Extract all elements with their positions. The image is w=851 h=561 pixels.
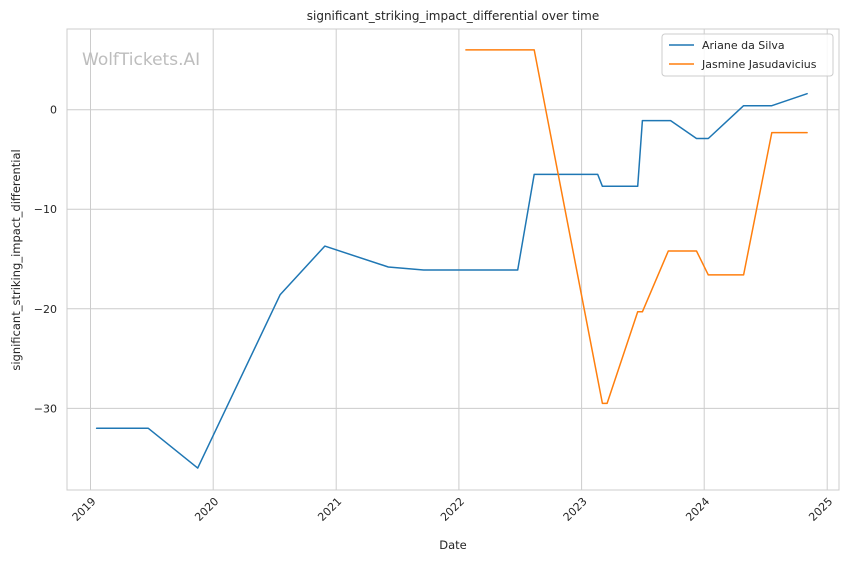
y-tick-label: 0 <box>50 104 57 117</box>
x-axis-label: Date <box>439 538 467 552</box>
chart-title: significant_striking_impact_differential… <box>307 9 599 23</box>
plot-frame <box>66 28 840 491</box>
legend-box <box>661 33 834 77</box>
y-tick-label: −20 <box>34 303 57 316</box>
y-axis-ticks: 0 −10 −20 −30 <box>34 104 57 416</box>
series-layer <box>95 49 808 469</box>
series-line-1 <box>465 49 808 405</box>
watermark: WolfTickets.AI <box>82 50 200 70</box>
y-tick-label: −30 <box>34 402 57 415</box>
y-tick-label: −10 <box>34 203 57 216</box>
legend: Ariane da Silva Jasmine Jasudavicius <box>661 33 834 77</box>
legend-label-series-1: Jasmine Jasudavicius <box>701 58 817 71</box>
plot-area <box>67 29 839 490</box>
y-axis-label: significant_striking_impact_differential <box>9 149 23 370</box>
legend-label-series-0: Ariane da Silva <box>702 39 785 52</box>
grid-lines <box>67 29 839 490</box>
series-line-0 <box>95 92 808 469</box>
